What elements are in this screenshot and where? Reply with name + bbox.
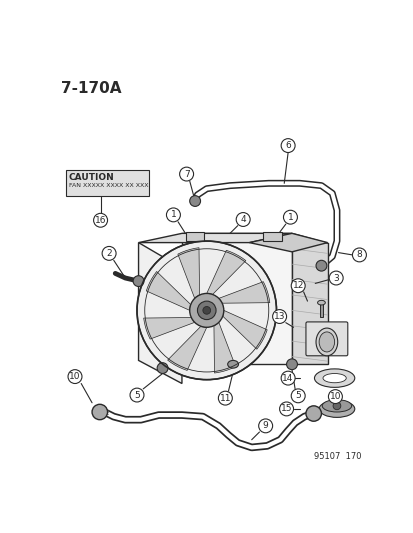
Circle shape xyxy=(286,359,297,370)
Circle shape xyxy=(189,196,200,206)
Circle shape xyxy=(305,406,320,421)
Polygon shape xyxy=(218,281,269,303)
Text: FAN XXXXX XXXX XX XXX: FAN XXXXX XXXX XX XXX xyxy=(69,183,148,188)
FancyBboxPatch shape xyxy=(66,170,149,196)
Ellipse shape xyxy=(318,332,334,352)
Polygon shape xyxy=(143,318,194,339)
Circle shape xyxy=(258,419,272,433)
Text: CAUTION: CAUTION xyxy=(69,173,114,182)
Circle shape xyxy=(130,388,144,402)
Circle shape xyxy=(157,363,168,374)
Circle shape xyxy=(279,402,293,416)
Text: 12: 12 xyxy=(292,281,303,290)
Text: 16: 16 xyxy=(95,216,106,225)
Polygon shape xyxy=(146,271,190,310)
Circle shape xyxy=(202,306,210,314)
Text: 3: 3 xyxy=(332,273,338,282)
Ellipse shape xyxy=(322,374,345,383)
Text: 2: 2 xyxy=(106,249,112,258)
Circle shape xyxy=(290,389,304,403)
Circle shape xyxy=(189,294,223,327)
Circle shape xyxy=(328,271,342,285)
Text: 6: 6 xyxy=(285,141,290,150)
Polygon shape xyxy=(178,248,199,298)
Text: 7-170A: 7-170A xyxy=(61,81,121,96)
Circle shape xyxy=(290,279,304,293)
Text: 13: 13 xyxy=(273,312,285,321)
FancyBboxPatch shape xyxy=(305,322,347,356)
Text: 95107  170: 95107 170 xyxy=(313,453,361,461)
Circle shape xyxy=(92,405,107,419)
FancyBboxPatch shape xyxy=(185,232,204,241)
Text: 15: 15 xyxy=(280,405,292,414)
Circle shape xyxy=(133,276,144,287)
Ellipse shape xyxy=(317,301,325,305)
Circle shape xyxy=(283,210,297,224)
Circle shape xyxy=(93,213,107,227)
Polygon shape xyxy=(222,310,266,349)
Circle shape xyxy=(328,390,342,403)
Ellipse shape xyxy=(315,328,337,356)
Circle shape xyxy=(218,391,232,405)
Circle shape xyxy=(137,241,276,379)
Ellipse shape xyxy=(318,400,354,417)
Polygon shape xyxy=(249,233,327,252)
Text: 4: 4 xyxy=(240,215,245,224)
Text: 14: 14 xyxy=(282,374,293,383)
Circle shape xyxy=(197,301,216,320)
Polygon shape xyxy=(167,326,206,370)
Polygon shape xyxy=(291,233,327,364)
Circle shape xyxy=(332,402,340,410)
Ellipse shape xyxy=(321,400,351,412)
Polygon shape xyxy=(138,233,291,243)
Polygon shape xyxy=(138,243,181,384)
Circle shape xyxy=(166,208,180,222)
Circle shape xyxy=(179,167,193,181)
Text: 5: 5 xyxy=(134,391,140,400)
Polygon shape xyxy=(206,251,245,294)
Circle shape xyxy=(315,260,326,271)
Circle shape xyxy=(102,246,116,260)
FancyBboxPatch shape xyxy=(263,232,281,241)
Circle shape xyxy=(236,213,249,227)
Text: 5: 5 xyxy=(294,391,300,400)
Text: 11: 11 xyxy=(219,394,230,402)
Text: 7: 7 xyxy=(183,169,189,179)
Ellipse shape xyxy=(227,360,238,368)
Circle shape xyxy=(280,371,294,385)
Circle shape xyxy=(68,370,82,384)
Circle shape xyxy=(280,139,294,152)
Text: 9: 9 xyxy=(262,422,268,430)
Circle shape xyxy=(272,310,286,324)
Circle shape xyxy=(351,248,366,262)
Ellipse shape xyxy=(314,369,354,387)
Text: 8: 8 xyxy=(356,251,361,260)
Text: 10: 10 xyxy=(69,372,81,381)
Polygon shape xyxy=(214,322,235,373)
Text: 10: 10 xyxy=(329,392,340,401)
FancyBboxPatch shape xyxy=(319,303,322,317)
Text: 1: 1 xyxy=(287,213,293,222)
Polygon shape xyxy=(181,233,291,364)
Text: 1: 1 xyxy=(170,211,176,220)
